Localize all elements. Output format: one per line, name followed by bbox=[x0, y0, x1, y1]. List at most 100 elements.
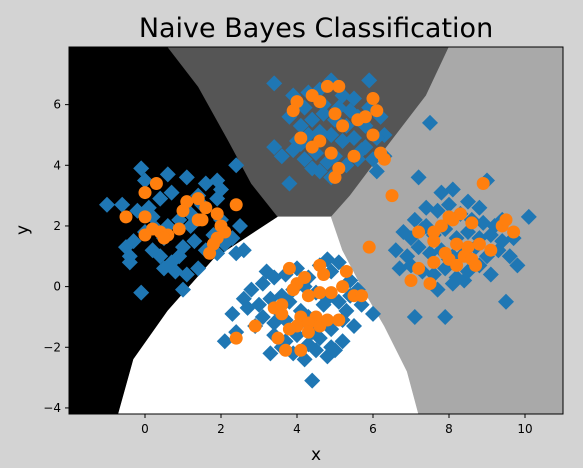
diamond-point bbox=[304, 160, 321, 177]
circle-point bbox=[366, 128, 380, 142]
diamond-point bbox=[346, 90, 362, 107]
diamond-point bbox=[334, 333, 351, 350]
diamond-point bbox=[152, 248, 169, 265]
diamond-point bbox=[167, 263, 184, 280]
diamond-point bbox=[410, 239, 427, 256]
circle-point bbox=[138, 228, 152, 242]
diamond-point bbox=[121, 254, 138, 271]
circle-point bbox=[229, 198, 243, 212]
circle-point bbox=[404, 274, 418, 288]
circle-point bbox=[427, 255, 441, 269]
circle-point bbox=[469, 258, 483, 272]
circle-point bbox=[275, 307, 289, 321]
y-tick-label: 4 bbox=[53, 158, 61, 172]
circle-point bbox=[157, 231, 171, 245]
diamond-point bbox=[224, 305, 241, 322]
diamond-point bbox=[418, 199, 435, 216]
circle-point bbox=[358, 110, 372, 124]
circle-point bbox=[248, 319, 262, 333]
diamond-point bbox=[323, 126, 340, 143]
diamond-point bbox=[266, 75, 283, 92]
diamond-point bbox=[239, 299, 256, 316]
circle-point bbox=[336, 119, 350, 133]
diamond-point bbox=[304, 111, 321, 128]
circle-point bbox=[347, 149, 361, 163]
plot-frame bbox=[68, 46, 564, 415]
diamond-point bbox=[137, 172, 153, 189]
x-axis-label: x bbox=[311, 445, 321, 465]
circle-point bbox=[366, 92, 380, 106]
y-tick-label: 0 bbox=[53, 280, 61, 294]
diamond-point bbox=[99, 196, 115, 213]
diamond-point bbox=[327, 342, 343, 359]
circle-point bbox=[412, 261, 426, 275]
diamond-point bbox=[346, 129, 362, 146]
diamond-point bbox=[471, 199, 488, 216]
circle-point bbox=[423, 277, 437, 291]
scatter-markers bbox=[99, 72, 537, 389]
circle-point bbox=[275, 298, 289, 312]
diamond-point bbox=[133, 160, 150, 177]
diamond-point bbox=[232, 217, 248, 234]
diamond-point bbox=[482, 227, 499, 244]
circle-point bbox=[203, 246, 217, 260]
diamond-point bbox=[262, 345, 279, 362]
diamond-point bbox=[498, 293, 514, 310]
diamond-point bbox=[406, 308, 423, 325]
x-tick-label: 10 bbox=[517, 422, 532, 436]
diamond-point bbox=[186, 233, 203, 250]
x-axis-ticks: 0 2 4 6 8 10 bbox=[141, 414, 533, 436]
circle-point bbox=[438, 246, 452, 260]
circle-point bbox=[320, 313, 334, 327]
x-tick-label: 8 bbox=[445, 422, 453, 436]
diamond-point bbox=[509, 257, 526, 274]
circle-point bbox=[191, 213, 205, 227]
circle-point bbox=[328, 170, 342, 184]
circle-point bbox=[328, 107, 342, 121]
circle-point bbox=[119, 210, 133, 224]
diamond-point bbox=[444, 275, 461, 292]
diamond-point bbox=[273, 148, 290, 165]
circle-point bbox=[271, 331, 285, 345]
y-axis-label: y bbox=[13, 225, 33, 235]
diamond-point bbox=[254, 275, 271, 292]
diamond-point bbox=[410, 169, 427, 186]
circle-point bbox=[172, 222, 186, 236]
circle-point bbox=[282, 261, 296, 275]
diamond-point bbox=[197, 175, 214, 192]
diamond-point bbox=[213, 181, 229, 198]
diamond-point bbox=[308, 342, 324, 359]
diamond-point bbox=[304, 372, 321, 389]
diamond-point bbox=[479, 248, 495, 265]
diamond-point bbox=[368, 163, 385, 180]
y-tick-label: −2 bbox=[43, 340, 61, 354]
circle-point bbox=[317, 267, 331, 281]
x-tick-label: 4 bbox=[293, 422, 301, 436]
diamond-point bbox=[175, 239, 191, 256]
circle-point bbox=[442, 210, 456, 224]
circle-point bbox=[279, 343, 293, 357]
diamond-point bbox=[482, 266, 499, 283]
diamond-point bbox=[334, 133, 351, 150]
diamond-point bbox=[346, 318, 362, 335]
diamond-point bbox=[406, 211, 423, 228]
chart-title: Naive Bayes Classification bbox=[139, 13, 493, 44]
diamond-point bbox=[441, 196, 457, 213]
diamond-point bbox=[460, 193, 476, 210]
circle-point bbox=[412, 225, 426, 239]
diamond-point bbox=[243, 281, 260, 298]
circle-point bbox=[465, 216, 479, 230]
y-axis-ticks: −4 −2 0 2 4 6 bbox=[43, 98, 69, 415]
circle-point bbox=[305, 140, 319, 154]
circle-point bbox=[294, 131, 308, 145]
diamond-point bbox=[292, 117, 309, 134]
diamond-point bbox=[315, 296, 332, 313]
diamond-point bbox=[235, 242, 252, 259]
circle-point bbox=[507, 225, 521, 239]
circle-point bbox=[336, 280, 350, 294]
diamond-point bbox=[456, 272, 473, 289]
circle-point bbox=[385, 189, 399, 203]
diamond-point bbox=[152, 190, 169, 207]
circle-point bbox=[229, 331, 243, 345]
circle-point bbox=[294, 343, 308, 357]
